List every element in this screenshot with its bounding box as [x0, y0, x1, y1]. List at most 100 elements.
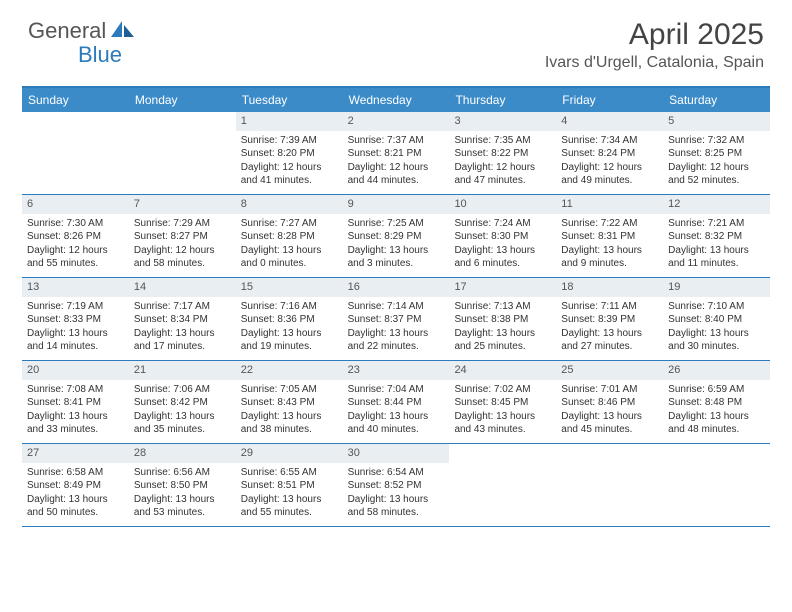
- day-number: 25: [556, 361, 663, 380]
- day-body: Sunrise: 7:02 AMSunset: 8:45 PMDaylight:…: [449, 380, 556, 441]
- day-cell: 12Sunrise: 7:21 AMSunset: 8:32 PMDayligh…: [663, 195, 770, 277]
- daylight-text: Daylight: 12 hours and 47 minutes.: [454, 161, 551, 188]
- day-cell: 1Sunrise: 7:39 AMSunset: 8:20 PMDaylight…: [236, 112, 343, 194]
- sunset-text: Sunset: 8:37 PM: [348, 313, 445, 327]
- daylight-text: Daylight: 12 hours and 52 minutes.: [668, 161, 765, 188]
- day-number: 29: [236, 444, 343, 463]
- day-body: Sunrise: 7:06 AMSunset: 8:42 PMDaylight:…: [129, 380, 236, 441]
- day-number: 27: [22, 444, 129, 463]
- sunrise-text: Sunrise: 7:10 AM: [668, 300, 765, 314]
- sunrise-text: Sunrise: 7:05 AM: [241, 383, 338, 397]
- day-cell: 15Sunrise: 7:16 AMSunset: 8:36 PMDayligh…: [236, 278, 343, 360]
- day-cell: 5Sunrise: 7:32 AMSunset: 8:25 PMDaylight…: [663, 112, 770, 194]
- day-body: Sunrise: 7:01 AMSunset: 8:46 PMDaylight:…: [556, 380, 663, 441]
- day-number: [129, 112, 236, 131]
- day-number: 19: [663, 278, 770, 297]
- daylight-text: Daylight: 13 hours and 25 minutes.: [454, 327, 551, 354]
- weekday-header: Thursday: [449, 88, 556, 112]
- day-cell: 28Sunrise: 6:56 AMSunset: 8:50 PMDayligh…: [129, 444, 236, 526]
- sunrise-text: Sunrise: 6:59 AM: [668, 383, 765, 397]
- day-body: Sunrise: 7:27 AMSunset: 8:28 PMDaylight:…: [236, 214, 343, 275]
- day-cell: [22, 112, 129, 194]
- sunset-text: Sunset: 8:20 PM: [241, 147, 338, 161]
- day-number: 30: [343, 444, 450, 463]
- day-body: Sunrise: 7:11 AMSunset: 8:39 PMDaylight:…: [556, 297, 663, 358]
- day-cell: 22Sunrise: 7:05 AMSunset: 8:43 PMDayligh…: [236, 361, 343, 443]
- sunrise-text: Sunrise: 7:34 AM: [561, 134, 658, 148]
- day-cell: 16Sunrise: 7:14 AMSunset: 8:37 PMDayligh…: [343, 278, 450, 360]
- day-number: 5: [663, 112, 770, 131]
- day-body: Sunrise: 7:13 AMSunset: 8:38 PMDaylight:…: [449, 297, 556, 358]
- day-cell: 24Sunrise: 7:02 AMSunset: 8:45 PMDayligh…: [449, 361, 556, 443]
- day-cell: 23Sunrise: 7:04 AMSunset: 8:44 PMDayligh…: [343, 361, 450, 443]
- daylight-text: Daylight: 13 hours and 38 minutes.: [241, 410, 338, 437]
- daylight-text: Daylight: 13 hours and 22 minutes.: [348, 327, 445, 354]
- week-row: 1Sunrise: 7:39 AMSunset: 8:20 PMDaylight…: [22, 112, 770, 195]
- header: General Blue April 2025 Ivars d'Urgell, …: [0, 0, 792, 80]
- day-number: 24: [449, 361, 556, 380]
- day-body: Sunrise: 7:37 AMSunset: 8:21 PMDaylight:…: [343, 131, 450, 192]
- day-body: Sunrise: 7:05 AMSunset: 8:43 PMDaylight:…: [236, 380, 343, 441]
- sunrise-text: Sunrise: 7:21 AM: [668, 217, 765, 231]
- sunset-text: Sunset: 8:33 PM: [27, 313, 124, 327]
- day-body: Sunrise: 7:30 AMSunset: 8:26 PMDaylight:…: [22, 214, 129, 275]
- day-cell: [449, 444, 556, 526]
- daylight-text: Daylight: 13 hours and 48 minutes.: [668, 410, 765, 437]
- sunrise-text: Sunrise: 6:55 AM: [241, 466, 338, 480]
- day-cell: 21Sunrise: 7:06 AMSunset: 8:42 PMDayligh…: [129, 361, 236, 443]
- day-number: 11: [556, 195, 663, 214]
- day-cell: 30Sunrise: 6:54 AMSunset: 8:52 PMDayligh…: [343, 444, 450, 526]
- week-row: 27Sunrise: 6:58 AMSunset: 8:49 PMDayligh…: [22, 444, 770, 527]
- daylight-text: Daylight: 12 hours and 55 minutes.: [27, 244, 124, 271]
- day-cell: [556, 444, 663, 526]
- day-body: Sunrise: 6:55 AMSunset: 8:51 PMDaylight:…: [236, 463, 343, 524]
- day-cell: 29Sunrise: 6:55 AMSunset: 8:51 PMDayligh…: [236, 444, 343, 526]
- daylight-text: Daylight: 13 hours and 43 minutes.: [454, 410, 551, 437]
- sunset-text: Sunset: 8:51 PM: [241, 479, 338, 493]
- daylight-text: Daylight: 13 hours and 58 minutes.: [348, 493, 445, 520]
- sunset-text: Sunset: 8:28 PM: [241, 230, 338, 244]
- daylight-text: Daylight: 13 hours and 14 minutes.: [27, 327, 124, 354]
- daylight-text: Daylight: 13 hours and 45 minutes.: [561, 410, 658, 437]
- daylight-text: Daylight: 12 hours and 44 minutes.: [348, 161, 445, 188]
- sunrise-text: Sunrise: 7:04 AM: [348, 383, 445, 397]
- day-number: 14: [129, 278, 236, 297]
- weekday-header: Saturday: [663, 88, 770, 112]
- sunset-text: Sunset: 8:29 PM: [348, 230, 445, 244]
- daylight-text: Daylight: 13 hours and 17 minutes.: [134, 327, 231, 354]
- week-row: 13Sunrise: 7:19 AMSunset: 8:33 PMDayligh…: [22, 278, 770, 361]
- weekday-header: Friday: [556, 88, 663, 112]
- sunrise-text: Sunrise: 7:39 AM: [241, 134, 338, 148]
- sunset-text: Sunset: 8:50 PM: [134, 479, 231, 493]
- day-cell: 3Sunrise: 7:35 AMSunset: 8:22 PMDaylight…: [449, 112, 556, 194]
- day-cell: 26Sunrise: 6:59 AMSunset: 8:48 PMDayligh…: [663, 361, 770, 443]
- sunrise-text: Sunrise: 7:37 AM: [348, 134, 445, 148]
- day-number: 15: [236, 278, 343, 297]
- sunrise-text: Sunrise: 7:27 AM: [241, 217, 338, 231]
- daylight-text: Daylight: 13 hours and 6 minutes.: [454, 244, 551, 271]
- sunrise-text: Sunrise: 7:19 AM: [27, 300, 124, 314]
- sunset-text: Sunset: 8:25 PM: [668, 147, 765, 161]
- day-cell: 18Sunrise: 7:11 AMSunset: 8:39 PMDayligh…: [556, 278, 663, 360]
- daylight-text: Daylight: 13 hours and 19 minutes.: [241, 327, 338, 354]
- sunrise-text: Sunrise: 7:30 AM: [27, 217, 124, 231]
- sunrise-text: Sunrise: 6:54 AM: [348, 466, 445, 480]
- day-number: 6: [22, 195, 129, 214]
- weekday-header: Monday: [129, 88, 236, 112]
- day-body: Sunrise: 7:22 AMSunset: 8:31 PMDaylight:…: [556, 214, 663, 275]
- sunset-text: Sunset: 8:21 PM: [348, 147, 445, 161]
- sunset-text: Sunset: 8:30 PM: [454, 230, 551, 244]
- logo-text-general: General: [28, 18, 106, 44]
- daylight-text: Daylight: 13 hours and 27 minutes.: [561, 327, 658, 354]
- sunrise-text: Sunrise: 7:13 AM: [454, 300, 551, 314]
- day-number: 3: [449, 112, 556, 131]
- day-number: [663, 444, 770, 463]
- day-cell: 4Sunrise: 7:34 AMSunset: 8:24 PMDaylight…: [556, 112, 663, 194]
- day-cell: [663, 444, 770, 526]
- daylight-text: Daylight: 12 hours and 58 minutes.: [134, 244, 231, 271]
- day-number: [22, 112, 129, 131]
- day-number: 7: [129, 195, 236, 214]
- day-cell: 17Sunrise: 7:13 AMSunset: 8:38 PMDayligh…: [449, 278, 556, 360]
- daylight-text: Daylight: 13 hours and 3 minutes.: [348, 244, 445, 271]
- sunset-text: Sunset: 8:49 PM: [27, 479, 124, 493]
